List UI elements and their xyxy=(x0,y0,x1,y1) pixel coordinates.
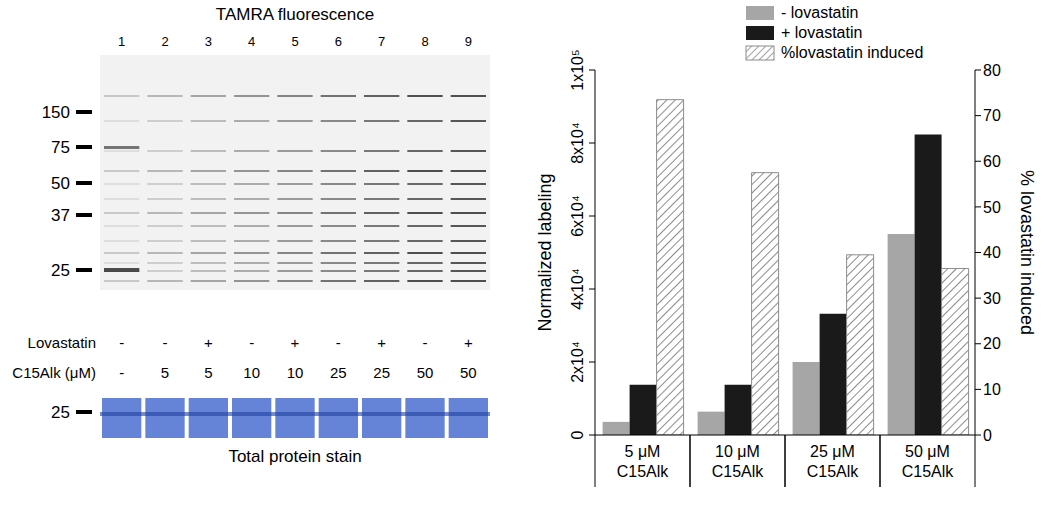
svg-text:25: 25 xyxy=(330,364,347,381)
svg-text:0: 0 xyxy=(983,427,992,444)
svg-text:2x10⁴: 2x10⁴ xyxy=(569,341,586,383)
svg-text:Lovastatin: Lovastatin xyxy=(28,334,96,351)
svg-text:-: - xyxy=(423,334,428,351)
svg-text:25: 25 xyxy=(51,261,70,280)
svg-text:Total protein stain: Total protein stain xyxy=(228,447,361,466)
svg-text:40: 40 xyxy=(983,244,1001,261)
svg-text:8: 8 xyxy=(421,34,428,49)
svg-text:6x10⁴: 6x10⁴ xyxy=(569,195,586,237)
svg-text:4: 4 xyxy=(248,34,255,49)
html-text:%lovastatin induced: %lovastatin induced xyxy=(781,44,924,61)
svg-text:0: 0 xyxy=(569,430,586,439)
svg-text:Normalized labeling: Normalized labeling xyxy=(535,173,555,331)
svg-text:% lovastatin induced: % lovastatin induced xyxy=(1017,170,1037,335)
html-text:+ lovastatin: + lovastatin xyxy=(781,24,863,41)
svg-text:75: 75 xyxy=(51,138,70,157)
svg-text:25: 25 xyxy=(51,403,70,422)
svg-text:50: 50 xyxy=(983,199,1001,216)
svg-text:C15Alk: C15Alk xyxy=(617,463,670,480)
svg-text:8x10⁴: 8x10⁴ xyxy=(569,122,586,164)
svg-text:5: 5 xyxy=(204,364,212,381)
svg-text:-: - xyxy=(249,334,254,351)
svg-text:50: 50 xyxy=(417,364,434,381)
svg-text:1: 1 xyxy=(118,34,125,49)
svg-text:10: 10 xyxy=(287,364,304,381)
svg-text:2: 2 xyxy=(161,34,168,49)
svg-text:37: 37 xyxy=(51,206,70,225)
svg-text:25 μM: 25 μM xyxy=(810,443,855,460)
svg-text:10: 10 xyxy=(243,364,260,381)
svg-text:3: 3 xyxy=(205,34,212,49)
svg-text:5: 5 xyxy=(291,34,298,49)
svg-text:5: 5 xyxy=(161,364,169,381)
svg-text:1x10⁵: 1x10⁵ xyxy=(569,49,586,90)
svg-text:+: + xyxy=(464,334,473,351)
html-text:- lovastatin: - lovastatin xyxy=(781,4,859,21)
svg-text:C15Alk: C15Alk xyxy=(712,463,765,480)
svg-text:C15Alk: C15Alk xyxy=(807,463,860,480)
svg-text:TAMRA fluorescence: TAMRA fluorescence xyxy=(216,5,374,24)
svg-text:+: + xyxy=(377,334,386,351)
svg-text:5 μM: 5 μM xyxy=(625,443,661,460)
svg-text:C15Alk: C15Alk xyxy=(902,463,955,480)
svg-text:9: 9 xyxy=(465,34,472,49)
svg-text:-: - xyxy=(163,334,168,351)
svg-text:10 μM: 10 μM xyxy=(715,443,760,460)
svg-text:80: 80 xyxy=(983,62,1001,79)
svg-text:60: 60 xyxy=(983,153,1001,170)
svg-text:70: 70 xyxy=(983,107,1001,124)
svg-text:20: 20 xyxy=(983,335,1001,352)
svg-text:-: - xyxy=(119,364,124,381)
svg-text:-: - xyxy=(119,334,124,351)
svg-text:6: 6 xyxy=(335,34,342,49)
svg-text:50: 50 xyxy=(51,174,70,193)
svg-text:+: + xyxy=(291,334,300,351)
svg-text:-: - xyxy=(336,334,341,351)
svg-text:10: 10 xyxy=(983,381,1001,398)
svg-text:30: 30 xyxy=(983,290,1001,307)
svg-text:150: 150 xyxy=(42,103,70,122)
svg-text:50 μM: 50 μM xyxy=(905,443,950,460)
svg-text:4x10⁴: 4x10⁴ xyxy=(569,268,586,310)
svg-text:7: 7 xyxy=(378,34,385,49)
svg-text:C15Alk (μM): C15Alk (μM) xyxy=(12,364,96,381)
svg-text:25: 25 xyxy=(373,364,390,381)
svg-text:+: + xyxy=(204,334,213,351)
svg-text:50: 50 xyxy=(460,364,477,381)
